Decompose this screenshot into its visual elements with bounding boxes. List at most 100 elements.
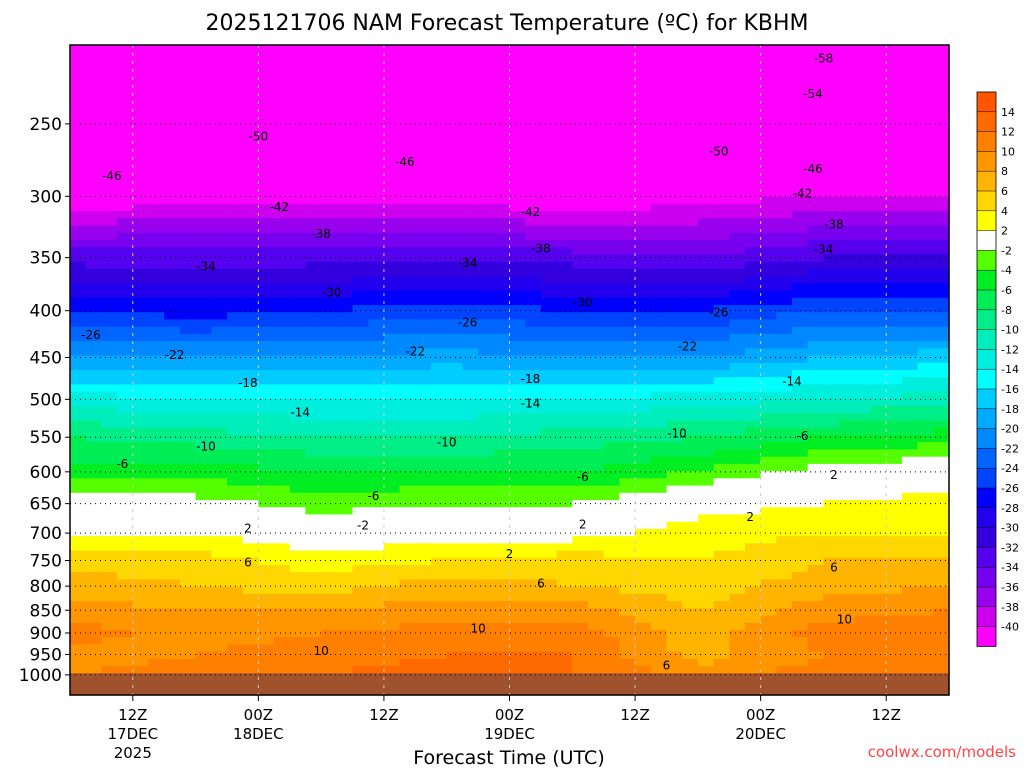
temperature-cell xyxy=(211,52,228,60)
temperature-cell xyxy=(635,290,652,299)
temperature-cell xyxy=(650,478,668,487)
temperature-cell xyxy=(697,326,715,335)
temperature-cell xyxy=(415,586,432,595)
temperature-cell xyxy=(336,398,354,407)
temperature-cell xyxy=(509,492,526,501)
temperature-cell xyxy=(305,485,322,494)
temperature-cell xyxy=(666,73,683,82)
temperature-cell xyxy=(164,138,181,147)
temperature-cell xyxy=(619,95,636,104)
temperature-cell xyxy=(289,81,307,89)
temperature-cell xyxy=(509,528,526,537)
temperature-cell xyxy=(352,124,369,133)
temperature-cell xyxy=(446,528,463,537)
temperature-cell xyxy=(572,651,589,660)
temperature-cell xyxy=(729,290,746,299)
temperature-cell xyxy=(305,557,322,566)
temperature-cell xyxy=(258,630,275,638)
temperature-cell xyxy=(446,196,463,205)
temperature-cell xyxy=(760,557,777,566)
temperature-cell xyxy=(305,586,322,595)
temperature-cell xyxy=(117,211,134,219)
temperature-cell xyxy=(336,153,354,162)
temperature-cell xyxy=(635,362,652,371)
temperature-cell xyxy=(446,88,463,97)
temperature-cell xyxy=(179,557,197,566)
temperature-cell xyxy=(729,203,746,212)
temperature-cell xyxy=(258,175,275,183)
temperature-cell xyxy=(525,362,542,371)
temperature-cell xyxy=(760,355,777,364)
temperature-cell xyxy=(901,651,919,660)
temperature-cell xyxy=(697,110,715,118)
temperature-cell xyxy=(415,73,432,82)
temperature-cell xyxy=(886,175,903,183)
temperature-cell xyxy=(823,211,840,219)
temperature-cell xyxy=(195,500,212,508)
temperature-cell xyxy=(917,370,934,378)
temperature-cell xyxy=(399,507,416,515)
temperature-cell xyxy=(399,203,416,212)
temperature-cell xyxy=(886,73,903,82)
temperature-cell xyxy=(132,478,150,487)
temperature-cell xyxy=(179,456,197,465)
temperature-cell xyxy=(305,73,322,82)
temperature-cell xyxy=(635,586,652,595)
temperature-cell xyxy=(305,427,322,436)
temperature-cell xyxy=(823,203,840,212)
temperature-cell xyxy=(807,211,824,219)
temperature-cell xyxy=(729,146,746,154)
temperature-cell xyxy=(101,398,118,407)
temperature-cell xyxy=(886,297,903,306)
temperature-cell xyxy=(70,355,87,364)
temperature-cell xyxy=(901,398,919,407)
temperature-cell xyxy=(540,160,558,169)
temperature-cell xyxy=(336,175,354,183)
temperature-cell xyxy=(603,232,620,241)
temperature-cell xyxy=(462,268,479,277)
temperature-cell xyxy=(211,485,228,494)
temperature-cell xyxy=(227,687,244,696)
temperature-cell xyxy=(823,435,840,443)
temperature-cell xyxy=(556,52,573,60)
temperature-cell xyxy=(635,442,652,450)
temperature-cell xyxy=(321,391,338,400)
temperature-cell xyxy=(792,138,809,147)
temperature-cell xyxy=(383,117,401,125)
temperature-cell xyxy=(603,406,620,414)
temperature-cell xyxy=(839,211,856,219)
temperature-cell xyxy=(823,348,840,357)
temperature-cell xyxy=(462,406,479,414)
temperature-cell xyxy=(352,218,369,227)
temperature-cell xyxy=(399,81,416,89)
temperature-cell xyxy=(274,565,291,573)
temperature-cell xyxy=(132,232,150,241)
temperature-cell xyxy=(854,117,872,125)
temperature-cell xyxy=(383,283,401,292)
temperature-cell xyxy=(336,146,354,154)
temperature-cell xyxy=(289,550,307,559)
temperature-cell xyxy=(148,572,165,580)
temperature-cell xyxy=(886,370,903,378)
temperature-cell xyxy=(399,283,416,292)
temperature-cell xyxy=(854,572,872,580)
temperature-cell xyxy=(211,521,228,530)
temperature-cell xyxy=(132,456,150,465)
temperature-cell xyxy=(101,117,118,125)
temperature-cell xyxy=(619,586,636,595)
temperature-cell xyxy=(336,536,354,544)
temperature-cell xyxy=(603,687,620,696)
temperature-cell xyxy=(399,341,416,349)
temperature-cell xyxy=(540,442,558,450)
temperature-cell xyxy=(336,326,354,335)
temperature-cell xyxy=(305,341,322,349)
temperature-cell xyxy=(886,413,903,422)
temperature-cell xyxy=(823,673,840,682)
temperature-cell xyxy=(399,608,416,617)
temperature-cell xyxy=(478,182,495,190)
temperature-cell xyxy=(839,102,856,111)
temperature-cell xyxy=(431,463,448,472)
temperature-cell xyxy=(446,608,463,617)
temperature-cell xyxy=(352,630,369,638)
temperature-cell xyxy=(70,557,87,566)
